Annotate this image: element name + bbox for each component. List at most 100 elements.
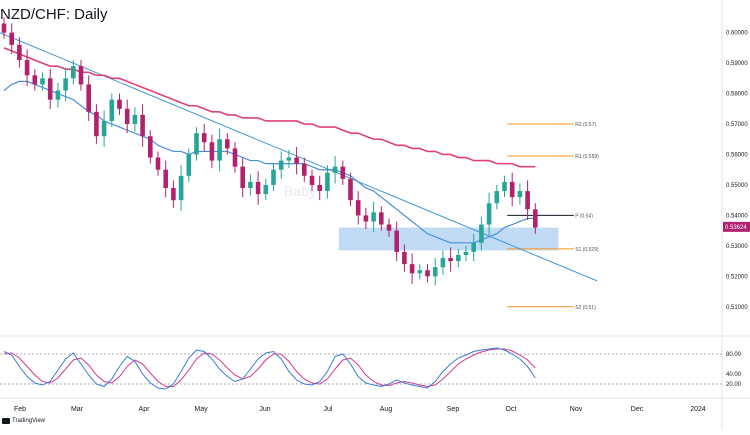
y-tick-5: 0.55000 (726, 183, 748, 189)
candle-body-68 (525, 191, 530, 210)
candle-body-2 (17, 44, 22, 61)
pivot-label-0: R2 (0.57) (575, 122, 596, 128)
candle-body-13 (101, 120, 107, 137)
x-tick-7: Sep (447, 406, 460, 413)
candle-body-46 (355, 200, 361, 216)
candle-body-36 (278, 160, 284, 170)
candle-body-69 (533, 209, 538, 228)
stoch-k-line (3, 347, 536, 390)
candle-body-47 (363, 215, 369, 222)
candle-body-42 (325, 172, 330, 192)
candle-body-40 (309, 175, 315, 185)
chart-title: NZD/CHF: Daily (0, 6, 108, 23)
candle-body-50 (386, 224, 392, 231)
candle-body-7 (55, 90, 61, 100)
x-tick-8: Oct (506, 406, 517, 413)
candle-body-33 (255, 181, 261, 195)
candle-body-8 (63, 78, 68, 91)
candle-body-1 (9, 32, 14, 45)
y-tick-1: 0.59000 (726, 61, 748, 67)
candle-body-43 (332, 166, 338, 173)
x-tick-11: 2024 (690, 406, 706, 413)
pivot-label-2: P (0.54) (575, 213, 593, 219)
trendline (0, 32, 598, 282)
candle-body-37 (286, 157, 292, 161)
candle-body-51 (394, 230, 399, 252)
x-tick-3: May (194, 406, 208, 413)
candle-body-55 (425, 270, 430, 277)
candle-body-22 (171, 187, 176, 201)
candle-body-49 (379, 212, 384, 225)
candle-body-4 (32, 75, 38, 85)
candle-body-54 (417, 270, 423, 274)
y-tick-9: 0.51000 (726, 305, 748, 311)
candle-body-66 (509, 181, 515, 198)
candle-body-28 (217, 139, 222, 161)
candle-body-11 (86, 84, 91, 112)
candle-body-14 (109, 99, 115, 121)
osc-tick-1: 40.00 (726, 372, 742, 378)
pivot-label-3: S1 (0.529) (575, 247, 599, 253)
candle-body-38 (294, 157, 299, 164)
candle-body-26 (201, 133, 207, 143)
candle-body-6 (47, 78, 53, 100)
candle-body-44 (340, 166, 346, 179)
candle-body-67 (517, 191, 523, 198)
candle-body-15 (117, 99, 122, 109)
osc-tick-2: 20.00 (726, 382, 742, 388)
x-tick-2: Apr (139, 406, 151, 413)
candle-body-12 (94, 111, 99, 137)
candle-body-10 (78, 66, 84, 85)
candle-body-52 (402, 251, 407, 265)
candle-body-20 (155, 157, 161, 170)
candle-body-3 (24, 60, 30, 76)
candle-body-29 (225, 139, 230, 149)
x-tick-9: Nov (570, 406, 583, 413)
y-tick-4: 0.56000 (726, 152, 748, 158)
stoch-d-line (3, 348, 536, 388)
candle-body-48 (371, 212, 376, 222)
y-tick-3: 0.57000 (726, 122, 748, 128)
last-price-tag (723, 221, 750, 232)
candle-body-27 (209, 142, 215, 161)
candle-body-21 (163, 169, 168, 188)
pivot-label-1: R1 (0.559) (575, 154, 599, 160)
candle-body-16 (124, 108, 130, 125)
candle-body-17 (132, 114, 138, 125)
candle-body-41 (317, 184, 322, 192)
watermark-text: Baby (284, 183, 316, 199)
candle-body-57 (440, 258, 446, 268)
candle-body-19 (148, 136, 153, 158)
x-tick-4: Jun (259, 406, 270, 413)
candle-body-0 (1, 23, 7, 33)
last-price-text: 0.53624 (725, 225, 747, 231)
x-tick-1: Mar (71, 406, 84, 413)
candle-body-65 (502, 181, 507, 192)
candle-body-53 (409, 264, 415, 274)
candle-body-39 (302, 163, 307, 176)
support-zone (338, 227, 559, 251)
candle-body-63 (486, 203, 492, 225)
candle-body-30 (232, 148, 238, 167)
footer-brand: TradingView (2, 418, 45, 424)
tradingview-logo-icon (2, 418, 10, 424)
x-tick-6: Aug (380, 406, 393, 413)
candle-body-62 (479, 224, 484, 243)
candle-body-5 (40, 78, 45, 85)
x-tick-5: Jul (324, 406, 333, 413)
footer-text: TradingView (12, 418, 46, 424)
candle-body-9 (71, 66, 76, 79)
candle-body-59 (456, 254, 461, 262)
osc-tick-0: 80.00 (726, 352, 742, 358)
candle-body-34 (263, 184, 269, 195)
candle-body-25 (194, 133, 199, 155)
y-tick-0: 0.60000 (726, 31, 748, 37)
y-tick-6: 0.54000 (726, 213, 748, 219)
candle-body-32 (248, 181, 253, 188)
x-tick-10: Dec (631, 406, 644, 413)
y-tick-8: 0.52000 (726, 274, 748, 280)
candle-body-35 (271, 169, 276, 185)
x-tick-0: Feb (14, 406, 26, 413)
